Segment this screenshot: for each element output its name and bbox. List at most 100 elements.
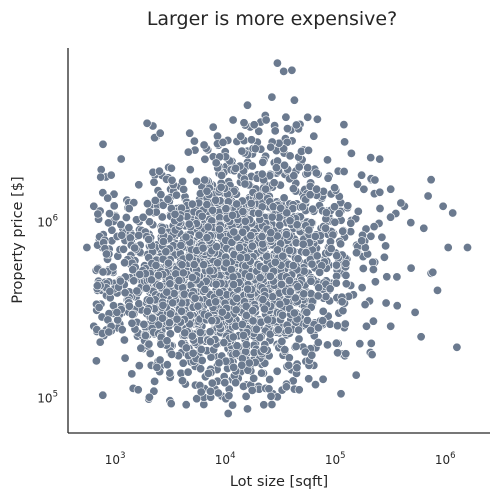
data-point — [213, 388, 223, 398]
data-point — [134, 180, 144, 190]
data-point — [207, 378, 217, 388]
data-point — [142, 306, 152, 316]
data-point — [321, 223, 331, 233]
data-point — [120, 353, 130, 363]
data-point — [149, 177, 159, 187]
data-point — [341, 349, 351, 359]
data-point — [229, 227, 239, 237]
data-point — [197, 211, 207, 221]
y-tick-label: 106 — [37, 213, 58, 229]
data-point — [172, 190, 182, 200]
data-point — [161, 247, 171, 257]
data-point — [239, 118, 249, 128]
data-point — [145, 207, 155, 217]
data-point — [187, 272, 197, 282]
data-point — [124, 301, 134, 311]
data-point — [120, 258, 130, 268]
data-point — [172, 314, 182, 324]
data-point — [231, 378, 241, 388]
data-point — [334, 209, 344, 219]
data-point — [117, 230, 127, 240]
data-point — [147, 275, 157, 285]
data-point — [294, 325, 304, 335]
data-point — [174, 275, 184, 285]
data-point — [292, 220, 302, 230]
data-point — [221, 204, 231, 214]
data-point — [136, 343, 146, 353]
data-point — [410, 307, 420, 317]
data-point — [264, 384, 274, 394]
data-point — [289, 95, 299, 105]
data-point — [341, 279, 351, 289]
data-point — [312, 114, 322, 124]
data-point — [192, 394, 202, 404]
data-point — [283, 325, 293, 335]
data-point — [255, 273, 265, 283]
data-point — [145, 217, 155, 227]
data-point — [267, 212, 277, 222]
data-point — [228, 210, 238, 220]
data-point — [267, 292, 277, 302]
data-point — [205, 266, 215, 276]
data-point — [154, 166, 164, 176]
data-point — [223, 408, 233, 418]
data-point — [416, 332, 426, 342]
data-point — [278, 310, 288, 320]
data-point — [196, 344, 206, 354]
data-point — [112, 307, 122, 317]
data-point — [224, 391, 234, 401]
data-point — [243, 100, 253, 110]
data-point — [304, 374, 314, 384]
data-point — [205, 337, 215, 347]
data-point — [257, 368, 267, 378]
data-point — [275, 299, 285, 309]
data-point — [377, 232, 387, 242]
data-point — [287, 65, 297, 75]
data-point — [312, 251, 322, 261]
data-point — [104, 327, 114, 337]
data-point — [157, 226, 167, 236]
data-point — [309, 131, 319, 141]
data-point — [96, 165, 106, 175]
data-point — [106, 170, 116, 180]
data-point — [338, 226, 348, 236]
data-point — [355, 339, 365, 349]
data-point — [261, 184, 271, 194]
data-point — [270, 126, 280, 136]
data-point — [189, 136, 199, 146]
data-point — [314, 283, 324, 293]
data-point — [107, 225, 117, 235]
data-point — [428, 267, 438, 277]
data-point — [237, 146, 247, 156]
data-point — [139, 319, 149, 329]
data-point — [194, 230, 204, 240]
data-point — [308, 204, 318, 214]
data-point — [158, 313, 168, 323]
data-point — [152, 362, 162, 372]
data-point — [246, 198, 256, 208]
data-point — [267, 399, 277, 409]
data-point — [257, 232, 267, 242]
data-point — [250, 144, 260, 154]
data-point — [168, 298, 178, 308]
data-point — [313, 337, 323, 347]
data-point — [214, 358, 224, 368]
data-point — [176, 240, 186, 250]
data-point — [285, 287, 295, 297]
data-point — [379, 252, 389, 262]
data-point — [357, 236, 367, 246]
data-point — [340, 137, 350, 147]
y-tick-label: 105 — [37, 389, 58, 405]
data-point — [238, 207, 248, 217]
data-point — [291, 341, 301, 351]
data-point — [145, 348, 155, 358]
data-point — [353, 206, 363, 216]
data-point — [302, 307, 312, 317]
data-point — [162, 287, 172, 297]
data-point — [333, 348, 343, 358]
data-point — [96, 172, 106, 182]
data-point — [332, 251, 342, 261]
data-point — [117, 325, 127, 335]
data-point — [242, 310, 252, 320]
data-point — [98, 390, 108, 400]
